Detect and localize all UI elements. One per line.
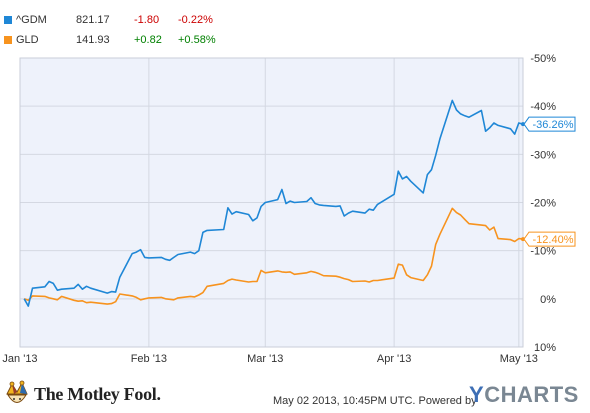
legend-percent-change: +0.58% <box>178 34 216 46</box>
end-value-label-gld: -12.40% <box>533 234 574 246</box>
y-tick-label: -40% <box>530 101 556 113</box>
end-value-callout-gld <box>523 231 576 247</box>
legend-price: 141.93 <box>76 34 110 46</box>
plot-border <box>19 57 524 348</box>
y-tick-label: 10% <box>534 342 556 354</box>
y-tick-label: -30% <box>530 149 556 161</box>
series-line-gdm <box>23 99 524 307</box>
legend-symbol: GLD <box>16 34 39 46</box>
brand-name: The Motley Fool. <box>34 383 161 404</box>
legend-change: +0.82 <box>134 34 162 46</box>
legend-percent-change: -0.22% <box>178 14 213 26</box>
legend-change: -1.80 <box>134 14 160 26</box>
legend-price: 821.17 <box>76 14 110 26</box>
chart-legend: ^GDM 821.17 -1.80 -0.22% GLD 141.93 +0.8… <box>4 10 238 50</box>
ycharts-word: CHARTS <box>484 382 579 407</box>
x-tick-label: Feb '13 <box>131 353 167 365</box>
series-end-marker-gdm <box>521 122 525 127</box>
jester-hat-icon <box>6 380 28 403</box>
end-value-callout-gdm <box>523 116 576 132</box>
y-tick-label: -50% <box>530 53 556 65</box>
legend-row-gld[interactable]: GLD 141.93 +0.82 +0.58% <box>4 30 238 50</box>
timestamp: May 02 2013, 10:45PM UTC. Powered by <box>273 395 477 407</box>
ycharts-logo[interactable]: YCHARTS <box>469 382 579 408</box>
line-chart: 10% 0% -10% -20% -30% -40% -50% Jan '13 Feb '13 M… <box>2 53 576 365</box>
x-tick-label: May '13 <box>500 353 538 365</box>
legend-swatch-gld <box>4 36 12 44</box>
x-tick-label: Mar '13 <box>247 353 283 365</box>
legend-row-gdm[interactable]: ^GDM 821.17 -1.80 -0.22% <box>4 10 238 30</box>
motley-fool-logo[interactable]: The Motley Fool. <box>4 380 161 408</box>
y-tick-label: 0% <box>540 294 556 306</box>
ycharts-y: Y <box>469 382 485 407</box>
legend-symbol: ^GDM <box>16 14 47 26</box>
end-value-label-gdm: -36.26% <box>533 119 574 131</box>
series-line-gld <box>23 207 524 305</box>
legend-swatch-gdm <box>4 16 12 24</box>
footer: The Motley Fool. May 02 2013, 10:45PM UT… <box>0 376 590 413</box>
x-tick-label: Jan '13 <box>2 353 37 365</box>
y-tick-label: -10% <box>530 246 556 258</box>
y-tick-label: -20% <box>530 198 556 210</box>
x-tick-label: Apr '13 <box>377 353 412 365</box>
series-end-marker-gld <box>521 237 525 242</box>
